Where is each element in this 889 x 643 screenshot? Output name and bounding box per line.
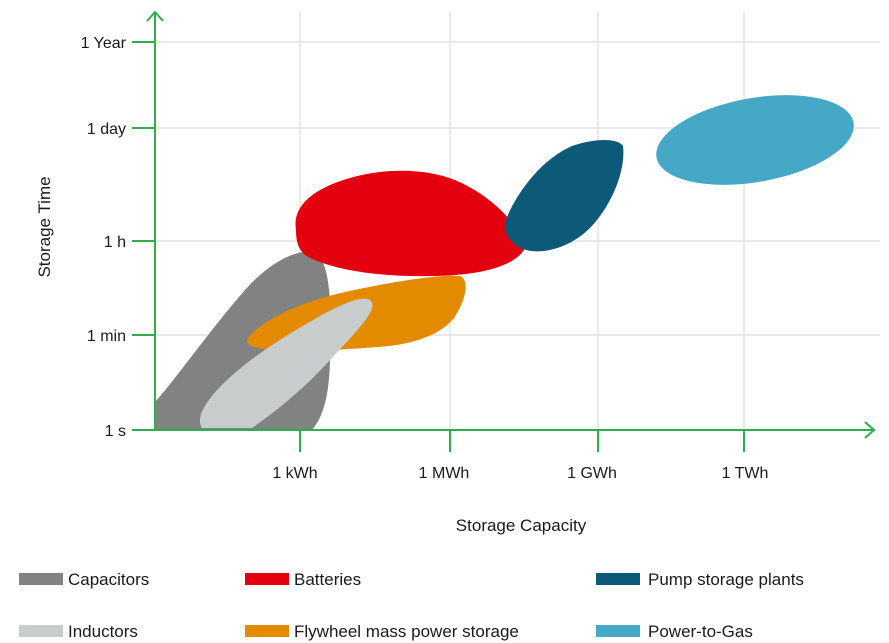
- x-tick-label-mwh: 1 MWh: [419, 465, 470, 482]
- legend-label-batteries: Batteries: [294, 570, 361, 589]
- legend-item-flywheel: Flywheel mass power storage: [245, 622, 519, 641]
- x-tick-label-kwh: 1 kWh: [272, 465, 317, 482]
- legend-label-inductors: Inductors: [68, 622, 138, 641]
- legend-swatch-batteries: [245, 573, 289, 585]
- legend-label-power-to-gas: Power-to-Gas: [648, 622, 753, 641]
- legend-item-inductors: Inductors: [19, 622, 138, 641]
- y-tick-label-hour: 1 h: [104, 234, 126, 251]
- regions: [155, 95, 854, 430]
- y-tick-label-minute: 1 min: [87, 328, 126, 345]
- y-tick-label-second: 1 s: [105, 423, 126, 440]
- x-tick-label-gwh: 1 GWh: [567, 465, 617, 482]
- legend-swatch-capacitors: [19, 573, 63, 585]
- x-axis-title: Storage Capacity: [456, 516, 587, 535]
- legend-swatch-inductors: [19, 625, 63, 637]
- legend-item-capacitors: Capacitors: [19, 570, 149, 589]
- y-tick-label-year: 1 Year: [81, 35, 127, 52]
- region-pump-storage: [504, 140, 624, 252]
- region-inductors: [199, 298, 373, 428]
- region-batteries: [295, 170, 526, 277]
- legend-item-batteries: Batteries: [245, 570, 361, 589]
- legend: Capacitors Batteries Pump storage plants…: [19, 570, 804, 641]
- legend-label-pump-storage: Pump storage plants: [648, 570, 804, 589]
- legend-item-power-to-gas: Power-to-Gas: [596, 622, 753, 641]
- legend-label-capacitors: Capacitors: [68, 570, 149, 589]
- x-axis-arrow: [864, 421, 876, 439]
- legend-label-flywheel: Flywheel mass power storage: [294, 622, 519, 641]
- legend-swatch-flywheel: [245, 625, 289, 637]
- axes: [132, 10, 876, 452]
- y-tick-label-day: 1 day: [87, 121, 126, 138]
- region-power-to-gas: [656, 95, 854, 185]
- y-axis-arrow: [146, 10, 164, 22]
- legend-swatch-power-to-gas: [596, 625, 640, 637]
- legend-swatch-pump-storage: [596, 573, 640, 585]
- y-axis-title: Storage Time: [35, 176, 54, 277]
- legend-item-pump-storage: Pump storage plants: [596, 570, 804, 589]
- x-tick-label-twh: 1 TWh: [722, 465, 769, 482]
